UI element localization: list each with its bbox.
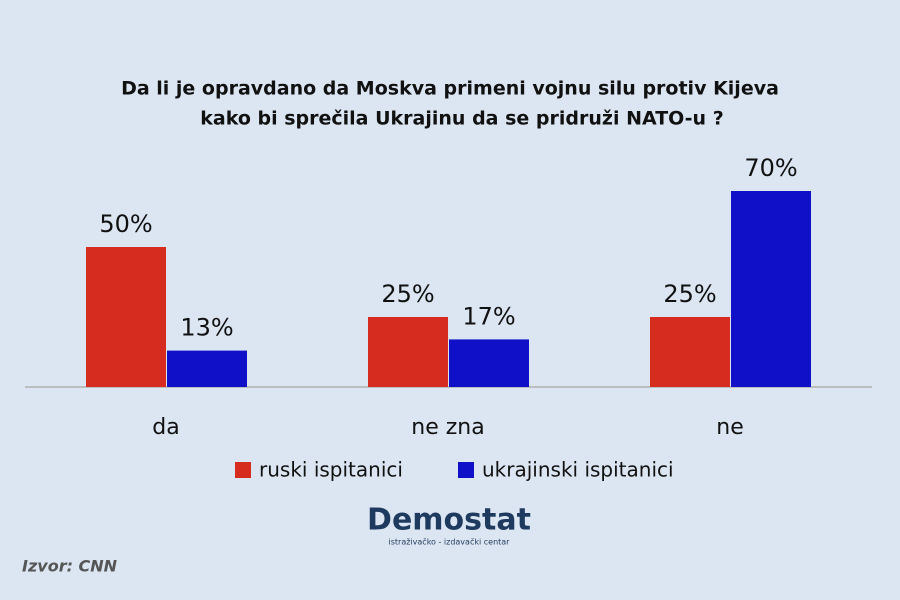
value-label: 70% xyxy=(744,154,797,182)
source: Izvor: CNN xyxy=(22,557,118,576)
logo-name: Demostat xyxy=(367,503,531,538)
value-label: 13% xyxy=(180,314,233,342)
bar xyxy=(650,317,730,387)
value-label: 25% xyxy=(663,280,716,308)
legend-label: ruski ispitanici xyxy=(259,458,403,482)
bar xyxy=(167,350,247,387)
logo-tagline: istraživačko - izdavački centar xyxy=(389,537,511,547)
chart-title: Da li je opravdano da Moskva primeni voj… xyxy=(121,78,779,100)
chart-title: kako bi sprečila Ukrajinu da se pridruži… xyxy=(200,108,723,130)
bar xyxy=(449,339,529,387)
legend-swatch xyxy=(458,462,474,478)
x-tick-label: ne xyxy=(716,415,743,440)
bar xyxy=(86,247,166,387)
value-label: 50% xyxy=(99,210,152,238)
x-tick-label: da xyxy=(152,415,179,440)
value-label: 25% xyxy=(381,280,434,308)
legend-label: ukrajinski ispitanici xyxy=(482,458,674,482)
value-label: 17% xyxy=(462,302,515,330)
legend-swatch xyxy=(235,462,251,478)
bar xyxy=(731,191,811,387)
x-tick-label: ne zna xyxy=(411,415,484,440)
bar xyxy=(368,317,448,387)
